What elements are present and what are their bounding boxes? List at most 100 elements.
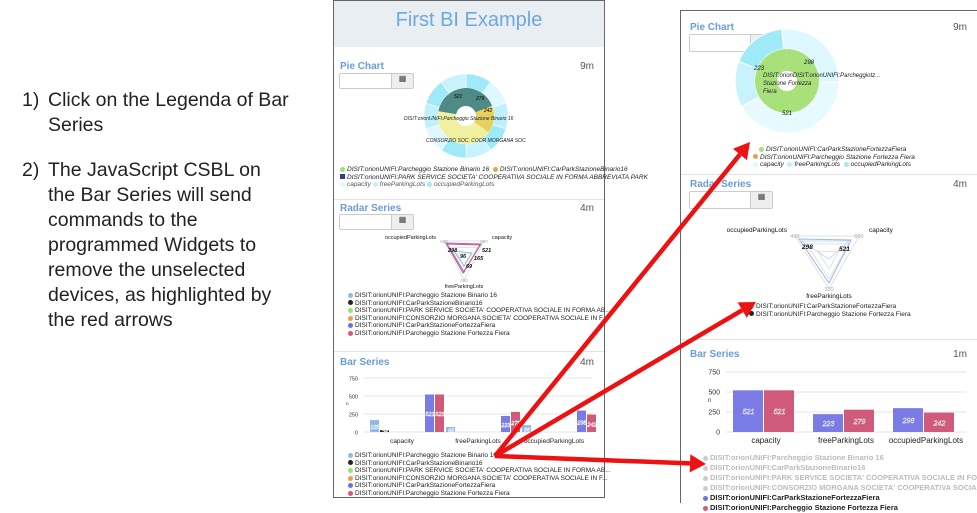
legend-item[interactable]: freeParkingLots [794, 161, 841, 169]
legend-label: DISIT:orionUNIFI:CarParkStazioneBinario1… [710, 463, 866, 472]
legend-item[interactable]: DISIT:orionUNIFI:PARK SERVICE SOCIETA' C… [348, 307, 611, 315]
x-tick-label: capacity [390, 438, 415, 445]
legend-item[interactable]: DISIT:orionUNIFI:CarParkStazioneBinario1… [499, 166, 628, 173]
legend-item[interactable]: DISIT:orionUNIFI:Parcheggio Stazione Bin… [348, 292, 611, 300]
legend-item[interactable]: DISIT:orionUNIFI:CONSORZIO MORGANA SOCIE… [348, 315, 611, 323]
legend-item[interactable]: DISIT:orionUNIFI:CarParkStazioneBinario1… [348, 460, 611, 468]
legend-item[interactable]: capacity [760, 161, 784, 169]
calendar-icon[interactable]: ▦ [391, 215, 413, 229]
x-tick-label: freeParkingLots [455, 438, 501, 445]
radar-series [799, 240, 851, 260]
bar-data-label: 521 [435, 412, 444, 418]
radar-axis-label: capacity [492, 235, 512, 241]
legend-marker-icon [348, 460, 353, 466]
instructions: 1) Click on the Legenda of Bar Series 2) T… [22, 88, 292, 353]
legend-item[interactable]: DISIT:orionUNIFI:CONSORZIO MORGANA SOCIE… [703, 483, 977, 493]
radar-date-input[interactable]: ▦ [689, 191, 773, 209]
legend-item[interactable]: DISIT:orionUNIFI:Parcheggio Stazione For… [348, 490, 611, 498]
legend-marker-icon [703, 475, 708, 481]
legend-label: DISIT:orionUNIFI:CarParkStazioneBinario1… [355, 299, 483, 307]
legend-item[interactable]: DISIT:orionUNIFI:CarParkStazioneFortezza… [348, 482, 611, 490]
bar [380, 430, 389, 432]
pie-legend-after: DISIT:orionUNIFI:CarParkStazioneFortezza… [753, 146, 915, 169]
pie-slice [438, 111, 489, 144]
legend-item[interactable]: DISIT:orionUNIFI:CarParkStazioneFortezza… [703, 493, 977, 503]
radar-grid [794, 235, 860, 290]
legend-item[interactable]: DISIT:orionUNIFI:PARK SERVICE SOCIETA' C… [703, 473, 977, 483]
legend-label: DISIT:orionUNIFI:Parcheggio Stazione Bin… [355, 452, 497, 459]
radar-series [452, 250, 473, 267]
pie-slice [474, 105, 494, 133]
pie-widget-title: Pie Chart [690, 22, 734, 33]
legend-label: DISIT:orionUNIFI:Parcheggio Stazione For… [355, 329, 510, 337]
legend-item[interactable]: DISIT:orionUNIFI:Parcheggio Stazione For… [760, 153, 915, 161]
radar-axis-max: 600 [440, 239, 448, 244]
pie-chart-before: 521 279 242 DISIT:orionUNIFI:Parcheggio Sta… [404, 73, 527, 159]
legend-item[interactable]: DISIT:orionUNIFI:CONSORZIO MORGANA SOCIE… [348, 475, 611, 483]
legend-marker-icon [348, 292, 353, 298]
legend-marker-icon [348, 315, 353, 321]
bar-data-label: 521 [743, 409, 755, 416]
bar-chart-after: 0 250 500 750 n capacity 521 521 freeParkingLots… [708, 370, 966, 445]
legend-label: DISIT:orionUNIFI:Parcheggio Stazione Bin… [355, 292, 497, 299]
legend-item[interactable]: DISIT:orionUNIFI:PARK SERVICE SOCIETA' C… [348, 467, 611, 475]
bar-widget-time: 1m [953, 349, 967, 360]
bar-data-label: 298 [576, 420, 587, 426]
radar-series [446, 243, 481, 273]
radar-data-label: 69 [466, 264, 473, 270]
legend-item[interactable]: DISIT:orionUNIFI:CarParkStazioneBinario1… [703, 463, 977, 473]
legend-item[interactable]: DISIT:orionUNIFI:Parcheggio Stazione For… [703, 503, 977, 513]
pie-legend-before: DISIT:orionUNIFI:Parcheggio Stazione Bin… [340, 166, 648, 189]
pie-slice [738, 28, 785, 70]
radar-axis-max: 600 [480, 239, 488, 244]
legend-marker-icon [703, 455, 708, 461]
x-tick-label: occupiedParkingLots [524, 438, 585, 445]
radar-axis-max: 400 [790, 234, 799, 240]
x-tick-label: capacity [751, 436, 780, 445]
radar-axis-max: 600 [854, 234, 863, 240]
pie-hole [777, 71, 797, 91]
legend-label: DISIT:orionUNIFI:CarParkStazioneFortezza… [355, 322, 496, 330]
radar-axis-label: freeParkingLots [445, 284, 484, 290]
bar-data-label: 223 [500, 423, 511, 429]
legend-item[interactable]: DISIT:orionUNIFI:Parcheggio Stazione For… [348, 330, 611, 338]
calendar-icon[interactable]: ▦ [391, 74, 413, 88]
radar-axis-label: occupiedParkingLots [385, 235, 436, 241]
legend-item[interactable]: DISIT:orionUNIFI:CarParkStazioneFortezza… [348, 322, 611, 330]
bar [446, 427, 455, 432]
radar-date-input[interactable]: ▦ [339, 214, 414, 230]
legend-item[interactable]: DISIT:orionUNIFI:Parcheggio Stazione Bin… [347, 166, 490, 173]
legend-item[interactable]: DISIT:orionUNIFI:CarParkStazioneFortezza… [766, 146, 907, 153]
legend-item[interactable]: DISIT:orionUNIFI:PARK SERVICE SOCIETA' C… [347, 173, 648, 181]
radar-data-label: 165 [474, 256, 484, 262]
calendar-icon[interactable]: ▦ [750, 192, 772, 208]
legend-item[interactable]: freeParkingLots [379, 181, 426, 189]
radar-legend-before: DISIT:orionUNIFI:Parcheggio Stazione Bin… [348, 292, 611, 338]
y-tick-label: 250 [708, 410, 720, 417]
legend-item[interactable]: DISIT:orionUNIFI:Parcheggio Stazione Bin… [703, 453, 977, 463]
radar-widget-title: Radar Series [690, 179, 752, 190]
legend-label: DISIT:orionUNIFI:CONSORZIO MORGANA SOCIE… [355, 474, 608, 482]
legend-item[interactable]: occupiedParkingLots [434, 181, 495, 189]
legend-label: DISIT:orionUNIFI:PARK SERVICE SOCIETA' C… [355, 307, 611, 315]
legend-marker-icon [348, 307, 353, 313]
y-tick-label: 0 [355, 431, 358, 437]
legend-item[interactable]: DISIT:orionUNIFI:Parcheggio Stazione Bin… [348, 452, 611, 460]
legend-marker-icon [703, 465, 708, 471]
bar-data-label: 242 [586, 422, 596, 428]
step-1: 1) Click on the Legenda of Bar Series [22, 89, 289, 136]
legend-item[interactable]: capacity [347, 181, 371, 189]
radar-data-label: 96 [460, 254, 467, 260]
pie-chart-after: 223 298 521 [734, 28, 840, 134]
pie-date-input[interactable]: ▦ [339, 73, 414, 89]
legend-item[interactable]: occupiedParkingLots [850, 161, 911, 169]
legend-label: DISIT:orionUNIFI:Parcheggio Stazione For… [355, 489, 510, 497]
radar-axis-label: occupiedParkingLots [727, 227, 788, 234]
legend-item[interactable]: DISIT:orionUNIFI:Parcheggio Stazione For… [756, 310, 911, 318]
dashboard-before: First BI Example Pie Chart 9m ▦ 521 279 24… [333, 0, 648, 498]
legend-item[interactable]: DISIT:orionUNIFI:CarParkStazioneBinario1… [348, 300, 611, 308]
bar-widget-time: 4m [580, 357, 594, 368]
legend-label: DISIT:orionUNIFI:PARK SERVICE SOCIETA' C… [710, 473, 977, 482]
legend-item[interactable]: DISIT:orionUNIFI:CarParkStazioneFortezza… [756, 303, 897, 310]
